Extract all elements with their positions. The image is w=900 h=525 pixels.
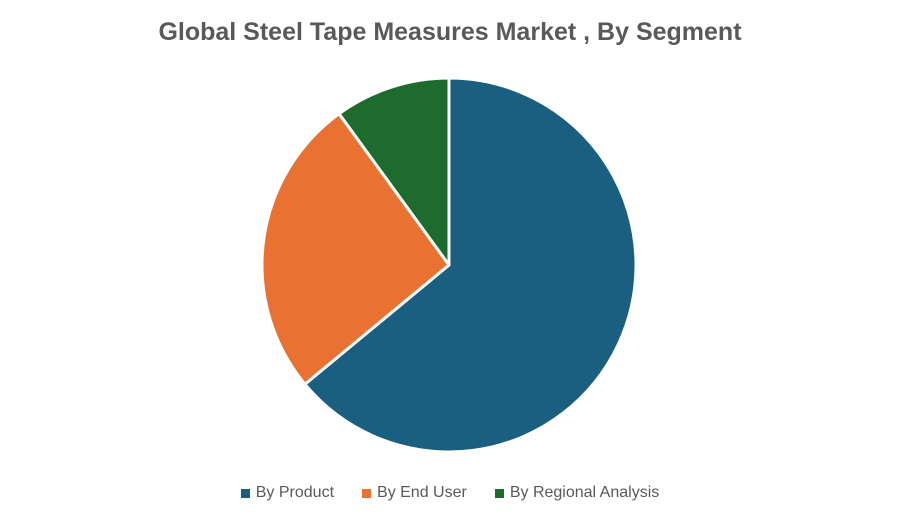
pie-slice-by-regional-analysis — [337, 76, 451, 267]
chart-title: Global Steel Tape Measures Market , By S… — [158, 18, 742, 46]
legend-item: By End User — [362, 484, 467, 502]
legend-item: By Regional Analysis — [494, 484, 660, 502]
legend-swatch — [362, 488, 372, 498]
legend-swatch — [240, 488, 250, 498]
legend-label: By Regional Analysis — [509, 484, 660, 501]
legend-swatch — [494, 488, 504, 498]
legend-item: By Product — [240, 484, 335, 502]
pie-slice-by-end-user — [260, 112, 451, 386]
legend-label: By Product — [255, 484, 335, 501]
legend-label: By End User — [377, 484, 467, 501]
chart-legend: By Product By End User By Regional Analysi… — [0, 484, 900, 502]
pie-slice-by-product — [303, 76, 638, 454]
